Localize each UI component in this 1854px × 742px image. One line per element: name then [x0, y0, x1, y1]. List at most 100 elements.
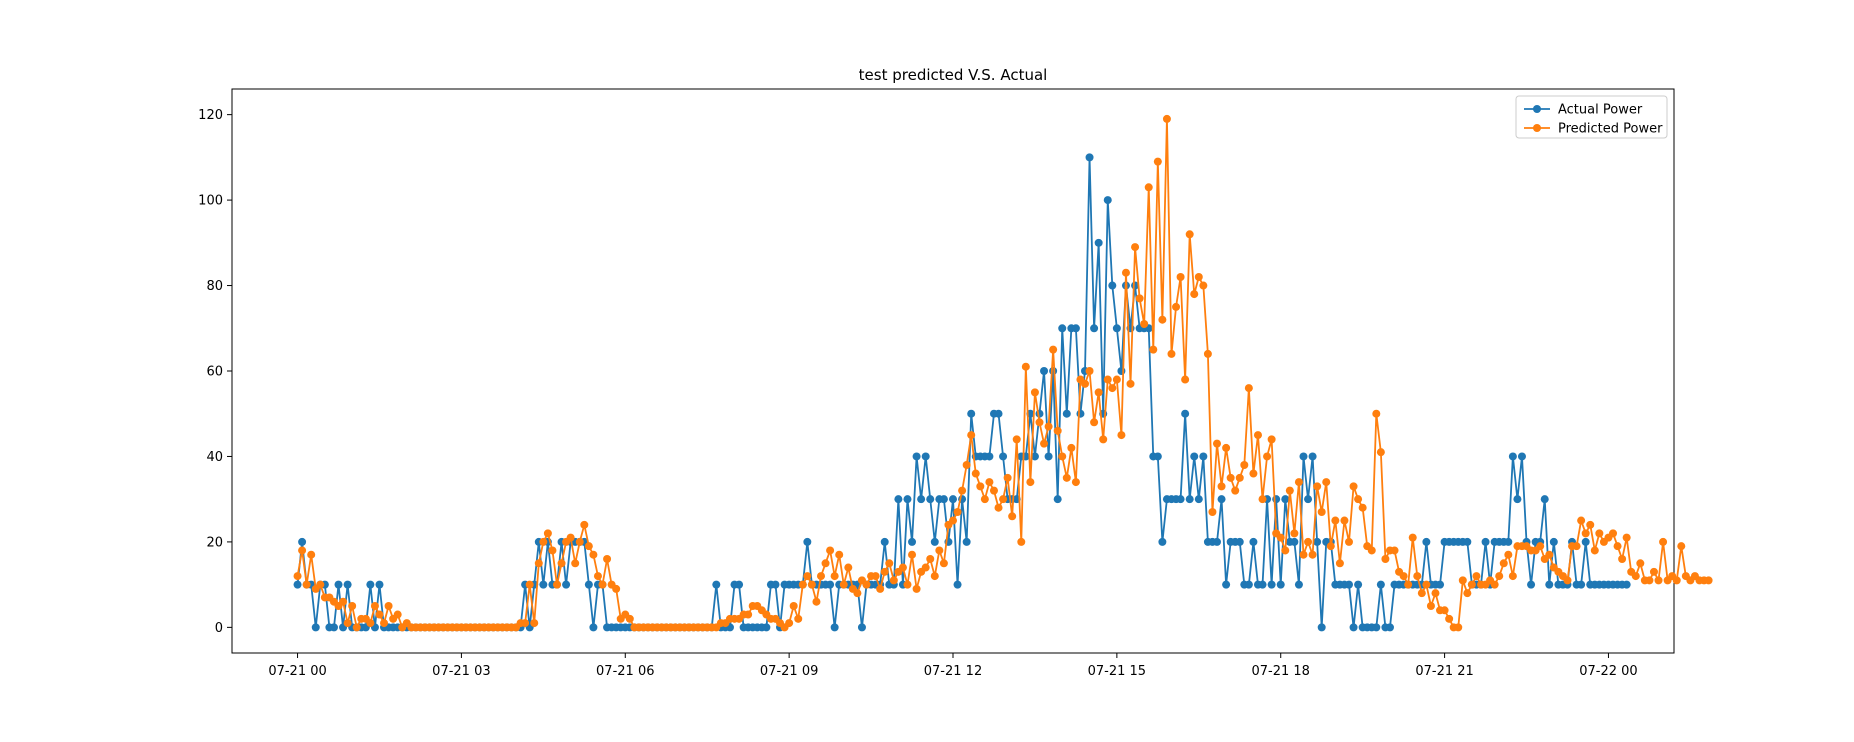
data-point [1422, 580, 1431, 589]
data-point [1067, 443, 1076, 452]
data-point [1094, 238, 1103, 247]
data-point [1463, 537, 1472, 546]
data-point [744, 610, 753, 619]
data-point [1513, 495, 1522, 504]
data-point [830, 623, 839, 632]
data-point [589, 623, 598, 632]
data-point [1345, 580, 1353, 589]
data-point [1194, 273, 1203, 281]
data-point [1704, 576, 1713, 585]
data-point [1190, 452, 1199, 461]
data-point [985, 478, 994, 487]
series-layer [293, 114, 1713, 632]
data-point [1030, 452, 1039, 461]
data-point [976, 482, 985, 491]
data-point [1372, 409, 1381, 418]
data-point [999, 452, 1008, 461]
data-point [539, 580, 548, 589]
data-point [1545, 580, 1554, 589]
data-point [994, 503, 1003, 512]
data-point [1313, 537, 1322, 546]
data-point [1140, 320, 1149, 328]
data-point [1390, 546, 1399, 555]
data-point [1413, 572, 1422, 581]
data-point [1040, 439, 1049, 448]
data-point [1563, 576, 1572, 585]
data-point [1085, 367, 1094, 375]
data-point [1299, 452, 1308, 461]
data-point [625, 614, 634, 623]
data-point [1622, 533, 1631, 542]
data-point [1649, 567, 1658, 576]
data-point [1358, 503, 1367, 512]
data-point [912, 584, 921, 593]
data-point [1349, 623, 1358, 632]
data-point [1021, 362, 1030, 371]
data-point [1062, 473, 1071, 482]
data-point [1504, 550, 1513, 559]
data-point [798, 580, 807, 589]
data-point [1540, 495, 1549, 504]
data-point [1185, 230, 1194, 239]
data-point [380, 619, 389, 628]
data-point [593, 572, 602, 581]
data-point [812, 597, 821, 606]
data-point [1349, 482, 1358, 491]
data-point [1058, 324, 1067, 333]
data-point [1017, 537, 1026, 546]
data-point [375, 610, 384, 619]
data-point [1003, 473, 1012, 482]
data-point [1217, 495, 1226, 504]
data-point [1162, 114, 1171, 123]
data-point [999, 495, 1008, 504]
data-point [1577, 516, 1586, 525]
data-point [1317, 623, 1326, 632]
data-point [1385, 623, 1394, 632]
data-point [1304, 495, 1313, 504]
data-point [1294, 580, 1303, 589]
axes: 0 20 40 60 80 100 120 07-21 00 07-21 03 07-21 06 0… [198, 88, 1675, 679]
y-tick-label: 80 [206, 279, 223, 294]
data-point [1103, 375, 1112, 384]
data-point [871, 572, 880, 581]
data-point [1094, 388, 1103, 397]
data-point [1199, 281, 1208, 290]
data-point [1203, 349, 1212, 358]
data-point [1408, 533, 1417, 542]
data-point [521, 619, 530, 628]
data-point [912, 452, 921, 461]
x-tick-label: 07-21 09 [760, 664, 818, 679]
chart-title: test predicted V.S. Actual [859, 66, 1048, 84]
data-point [903, 580, 912, 589]
data-point [953, 580, 962, 589]
data-point [1008, 512, 1017, 521]
data-point [334, 580, 343, 589]
data-point [1108, 281, 1117, 290]
data-point [1285, 486, 1294, 495]
data-point [921, 452, 930, 461]
data-point [880, 537, 889, 546]
data-point [1399, 572, 1408, 581]
data-point [949, 516, 957, 525]
data-point [857, 623, 866, 632]
data-point [293, 572, 302, 581]
legend-marker [1533, 124, 1541, 132]
data-point [826, 546, 835, 555]
data-point [985, 452, 994, 461]
data-point [525, 580, 534, 589]
data-point [1299, 550, 1308, 559]
data-point [1577, 580, 1586, 589]
data-point [962, 461, 971, 469]
data-point [1659, 537, 1668, 546]
data-point [1294, 478, 1303, 487]
data-point [1044, 452, 1053, 461]
x-tick-label: 07-22 00 [1579, 664, 1637, 679]
data-point [1012, 435, 1021, 444]
data-point [862, 580, 871, 589]
data-point [1099, 435, 1108, 444]
data-point [926, 495, 935, 504]
data-point [1267, 580, 1276, 589]
data-point [1376, 580, 1385, 589]
data-point [1581, 529, 1590, 538]
data-point [807, 580, 816, 589]
